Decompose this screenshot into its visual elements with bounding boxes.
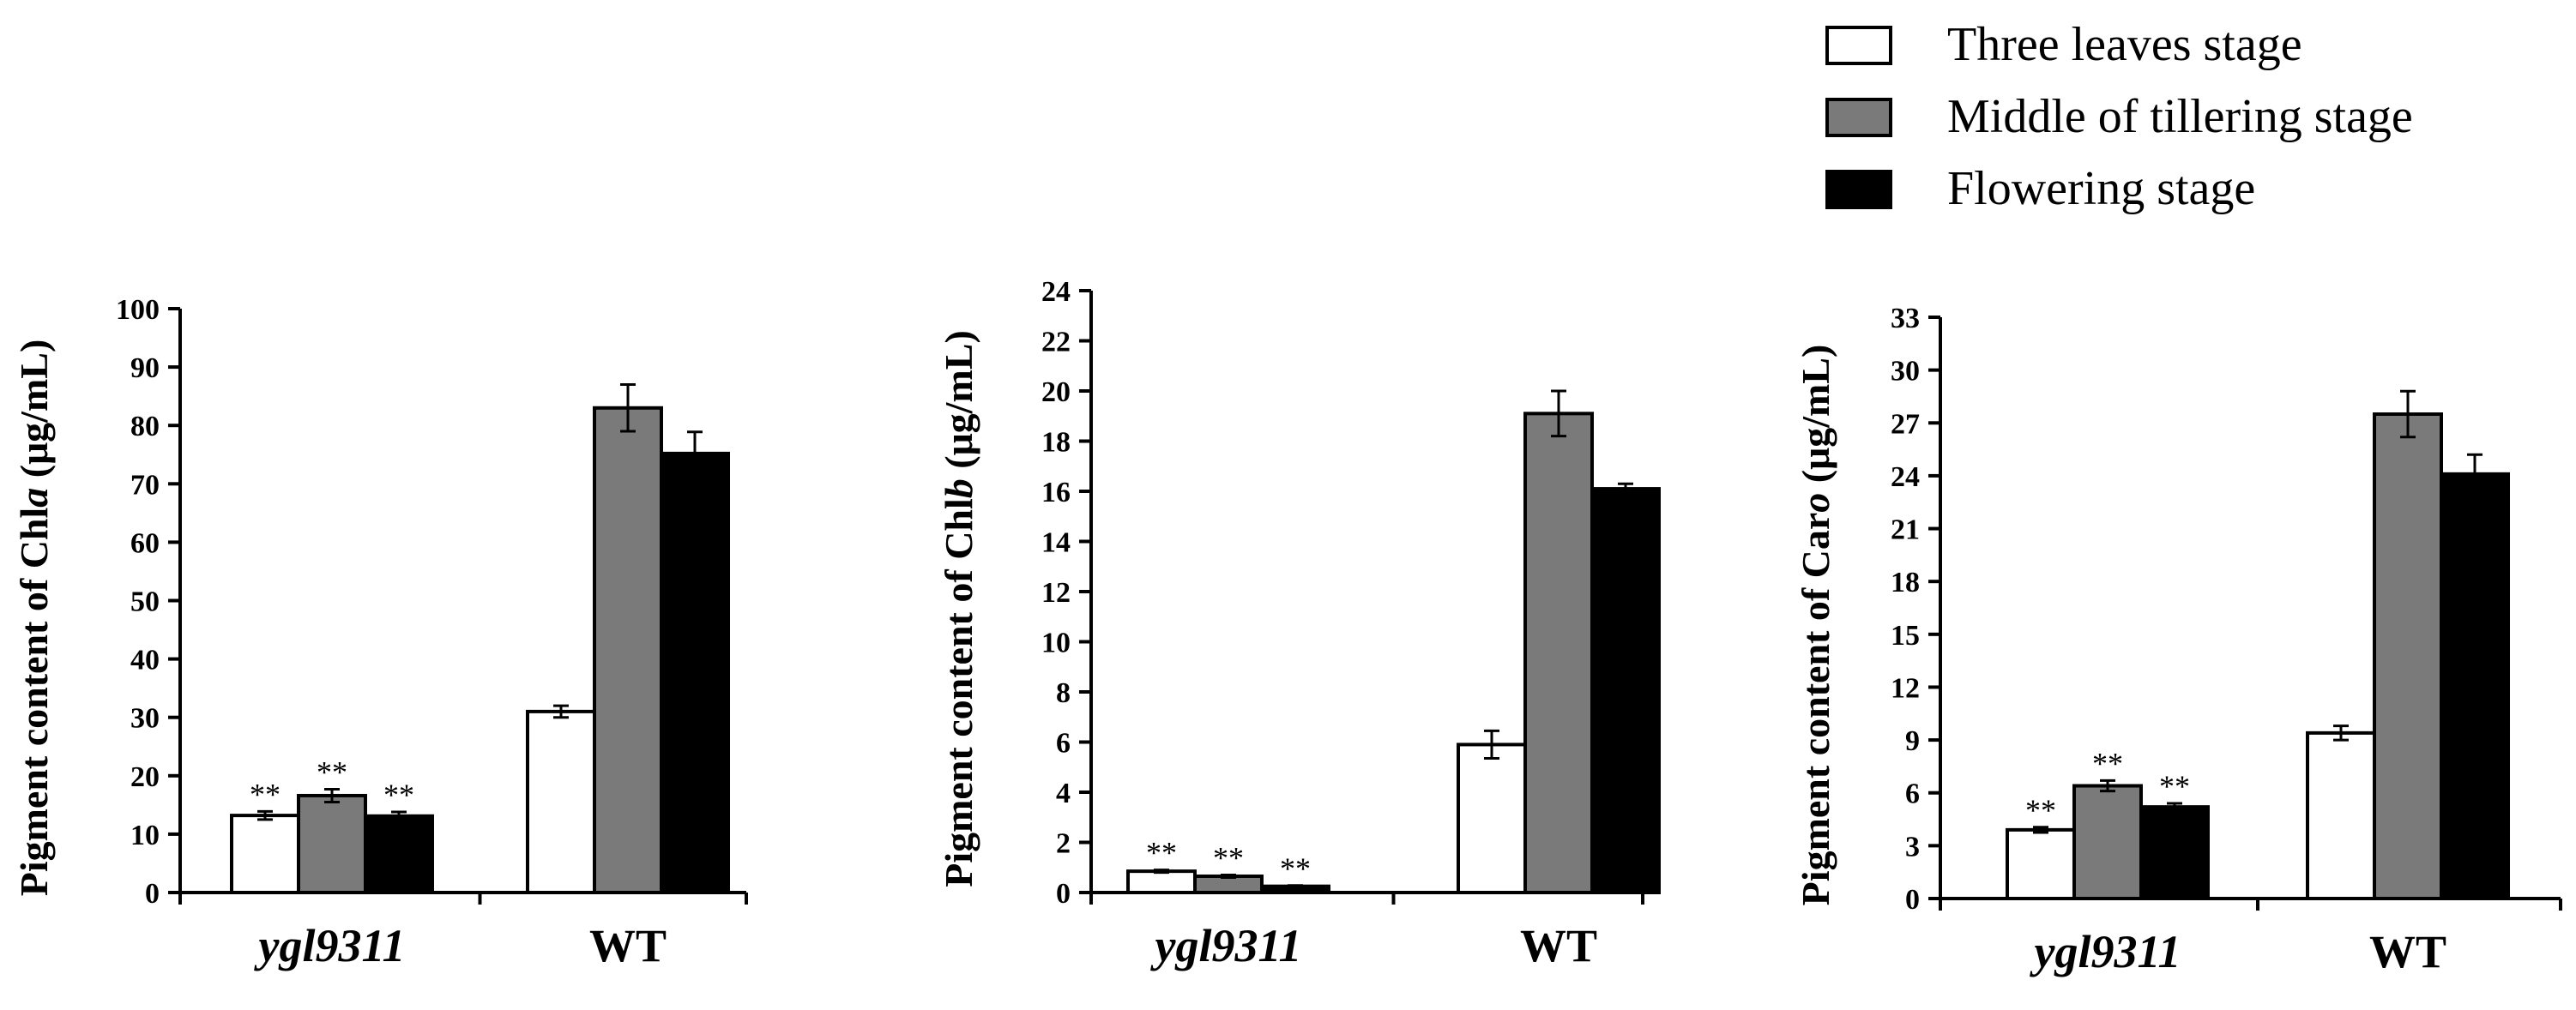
y-tick-label: 8 — [1056, 677, 1071, 709]
y-tick-label: 14 — [1041, 527, 1071, 559]
y-tick-label: 10 — [130, 820, 160, 851]
legend-label-three-leaves: Three leaves stage — [1947, 18, 2302, 71]
y-axis-label: Pigment content of Caro (μg/mL) — [1794, 345, 1837, 906]
legend-swatch-flowering — [1825, 170, 1892, 209]
significance-mark: ** — [2025, 793, 2056, 827]
y-tick-label: 100 — [116, 294, 160, 326]
bar — [2006, 827, 2076, 901]
legend-item-flowering: Flowering stage — [1825, 162, 2563, 215]
y-tick-label: 24 — [1041, 276, 1071, 308]
chart-panel-1: 0 10 20 30 40 50 60 70 80 90 100 Pigment content of… — [12, 294, 748, 971]
y-axis-label-italic: o — [1794, 493, 1837, 513]
y-tick-label: 40 — [130, 645, 160, 676]
bar — [1590, 487, 1661, 894]
y-tick-label: 30 — [1891, 356, 1920, 388]
y-axis-label-italic: a — [12, 488, 56, 508]
y-axis-label-prefix: Pigment content of Chl — [937, 498, 980, 887]
y-tick-label: 30 — [130, 703, 160, 735]
bar — [1457, 742, 1527, 894]
y-tick-label: 0 — [145, 878, 160, 910]
legend-label-tillering: Middle of tillering stage — [1947, 90, 2413, 143]
significance-mark: ** — [383, 778, 414, 812]
y-tick-label: 20 — [130, 761, 160, 793]
bar — [2072, 784, 2143, 900]
bar — [2306, 730, 2376, 901]
y-tick-label: 4 — [1056, 778, 1071, 809]
y-tick-label: 22 — [1041, 327, 1071, 358]
bar — [1126, 869, 1197, 895]
x-category-label: WT — [2369, 926, 2446, 977]
y-tick-label: 70 — [130, 469, 160, 501]
bar — [1523, 412, 1594, 894]
legend-label-flowering: Flowering stage — [1947, 162, 2256, 215]
significance-mark: ** — [250, 777, 281, 811]
y-tick-label: 18 — [1891, 567, 1920, 598]
legend-item-three-leaves: Three leaves stage — [1825, 18, 2563, 71]
legend: Three leaves stage Middle of tillering s… — [1825, 18, 2563, 225]
y-tick-label: 9 — [1905, 725, 1920, 757]
significance-mark: ** — [317, 754, 347, 789]
x-category-label: ygl9311 — [2030, 926, 2181, 977]
y-tick-label: 24 — [1891, 461, 1920, 493]
y-axis-label-prefix: Pigment content of Chl — [12, 508, 56, 897]
bar — [364, 814, 434, 894]
bar — [660, 451, 730, 894]
y-tick-label: 10 — [1041, 628, 1071, 659]
y-axis-label-suffix: (μg/mL) — [937, 330, 980, 478]
y-tick-label: 20 — [1041, 376, 1071, 408]
y-tick-label: 21 — [1891, 514, 1920, 546]
legend-item-tillering: Middle of tillering stage — [1825, 90, 2563, 143]
significance-mark: ** — [1146, 836, 1177, 870]
y-tick-label: 80 — [130, 411, 160, 442]
y-tick-label: 0 — [1905, 884, 1920, 916]
legend-swatch-three-leaves — [1825, 26, 1892, 65]
y-axis-label-italic: b — [937, 478, 980, 498]
significance-mark: ** — [1280, 851, 1311, 886]
y-axis-label: Pigment content of Chla (μg/mL) — [12, 340, 56, 897]
y-tick-label: 2 — [1056, 828, 1071, 860]
chart-panel-3: 0 3 6 9 12 15 18 21 24 27 30 33 Pigment content of C… — [1794, 303, 2562, 977]
significance-mark: ** — [1213, 841, 1244, 875]
y-tick-label: 33 — [1891, 303, 1920, 334]
x-category-label: ygl9311 — [254, 920, 406, 971]
bar — [230, 814, 300, 894]
y-tick-label: 18 — [1041, 427, 1071, 459]
bar — [2440, 472, 2510, 900]
bar — [2373, 412, 2443, 900]
y-tick-label: 6 — [1905, 779, 1920, 810]
bar — [297, 793, 367, 894]
y-axis-label-prefix: Pigment content of Car — [1794, 513, 1837, 906]
y-tick-label: 0 — [1056, 878, 1071, 910]
y-tick-label: 3 — [1905, 831, 1920, 863]
y-tick-label: 16 — [1041, 477, 1071, 508]
y-axis-label-suffix: (μg/mL) — [1794, 345, 1837, 493]
y-tick-label: 6 — [1056, 728, 1071, 760]
y-tick-label: 15 — [1891, 620, 1920, 652]
bar — [526, 709, 596, 895]
y-tick-label: 27 — [1891, 408, 1920, 440]
y-axis-label: Pigment content of Chlb (μg/mL) — [937, 330, 980, 887]
bar — [2139, 805, 2210, 900]
x-category-label: ygl9311 — [1150, 920, 1302, 971]
significance-mark: ** — [2159, 769, 2190, 803]
significance-mark: ** — [2092, 746, 2123, 780]
y-tick-label: 12 — [1891, 672, 1920, 704]
x-category-label: WT — [1520, 920, 1597, 971]
y-tick-label: 90 — [130, 352, 160, 384]
y-tick-label: 12 — [1041, 577, 1071, 609]
x-category-label: WT — [589, 920, 667, 971]
y-tick-label: 60 — [130, 527, 160, 559]
y-axis-label-suffix: (μg/mL) — [12, 340, 56, 488]
y-tick-label: 50 — [130, 586, 160, 618]
legend-swatch-tillering — [1825, 98, 1892, 137]
bar — [593, 406, 663, 894]
